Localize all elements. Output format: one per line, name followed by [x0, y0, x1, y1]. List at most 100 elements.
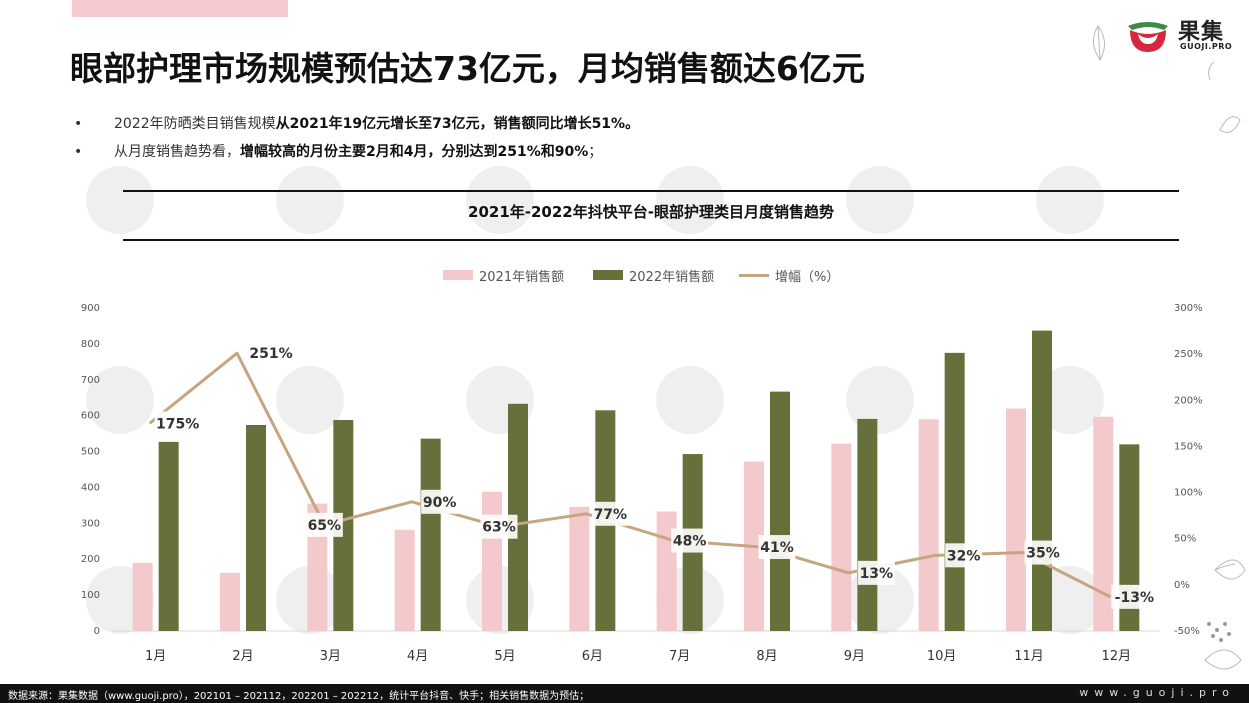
bar-2021: [220, 572, 240, 631]
growth-label-bg: [305, 512, 343, 537]
y-right-tick-label: 150%: [1174, 441, 1203, 452]
growth-label-bg: [421, 489, 459, 514]
y-right-tick-label: -50%: [1174, 626, 1200, 637]
y-left-tick-label: 100: [81, 590, 100, 601]
summary-bullets: • 2022年防晒类目销售规模从2021年19亿元增长至73亿元，销售额同比增长…: [70, 112, 1170, 168]
bar-2022: [420, 438, 441, 631]
growth-data-label: 65%: [308, 518, 342, 534]
x-tick-label: 3月: [320, 649, 341, 664]
growth-label-bg: [248, 341, 294, 366]
y-right-tick-label: 250%: [1174, 349, 1203, 360]
x-tick-label: 1月: [145, 649, 166, 664]
growth-label-bg: [758, 535, 796, 560]
growth-data-label: 251%: [249, 346, 292, 362]
growth-label-bg: [1111, 584, 1158, 609]
bullet-text-bold: 增幅较高的月份主要2月和4月，分别达到251%和90%: [240, 144, 589, 160]
chart-title: 2021年-2022年抖快平台-眼部护理类目月度销售趋势: [468, 203, 834, 221]
bar-2021: [132, 562, 153, 631]
bar-2022: [508, 403, 528, 631]
footer-source: 数据来源：果集数据（www.guoji.pro），202101 – 202112…: [8, 691, 590, 702]
bar-2022: [770, 391, 790, 631]
growth-data-label: 48%: [673, 534, 707, 550]
growth-label-bg: [1024, 540, 1062, 565]
x-tick-label: 9月: [844, 649, 865, 664]
growth-data-label: 77%: [594, 507, 628, 523]
footer-bar: 数据来源：果集数据（www.guoji.pro），202101 – 202112…: [0, 684, 1249, 703]
bar-2022: [246, 424, 266, 631]
growth-data-label: 13%: [860, 566, 894, 582]
bullet-text-bold: 从2021年19亿元增长至73亿元，销售额同比增长51%。: [275, 116, 640, 132]
x-tick-label: 7月: [669, 649, 690, 664]
growth-data-label: 35%: [1026, 546, 1060, 562]
bar-2021: [394, 529, 415, 631]
legend-label-2022: 2022年销售额: [629, 270, 715, 285]
bullet-text-tail: ；: [588, 144, 603, 160]
bar-2021: [1093, 416, 1114, 631]
y-left-tick-label: 700: [81, 375, 100, 386]
x-tick-label: 4月: [407, 649, 428, 664]
bar-2021: [918, 419, 939, 631]
x-tick-label: 5月: [494, 649, 515, 664]
bullet-text: 从月度销售趋势看，增幅较高的月份主要2月和4月，分别达到251%和90%；: [114, 140, 602, 164]
y-right-tick-label: 100%: [1174, 488, 1203, 499]
growth-data-label: 175%: [156, 416, 199, 432]
growth-data-label: 90%: [423, 495, 457, 511]
y-left-tick-label: 500: [81, 447, 100, 458]
bullet-text-normal: 2022年防晒类目销售规模: [114, 116, 276, 132]
growth-data-label: 32%: [947, 548, 981, 564]
guoji-logo: 果集 GUOJI.PRO: [1124, 12, 1234, 56]
x-tick-label: 8月: [756, 649, 777, 664]
bar-2021: [482, 491, 502, 631]
x-tick-label: 2月: [232, 649, 253, 664]
x-tick-label: 6月: [582, 649, 603, 664]
chart-title-rule-bottom: [123, 239, 1179, 241]
growth-label-bg: [154, 411, 201, 436]
x-tick-label: 10月: [927, 649, 957, 664]
y-left-tick-label: 0: [94, 626, 100, 637]
growth-data-label: -13%: [1115, 590, 1154, 606]
y-left-tick-label: 900: [81, 303, 100, 314]
bar-2022: [158, 441, 179, 631]
growth-label-bg: [857, 560, 895, 585]
growth-label-bg: [480, 514, 518, 539]
logo-text: 果集: [1178, 20, 1225, 45]
growth-label-bg: [591, 501, 629, 526]
bar-2021: [831, 443, 852, 631]
legend-swatch-2021: [443, 270, 473, 280]
bullet-dot: •: [74, 116, 83, 132]
y-right-tick-label: 0%: [1174, 580, 1190, 591]
y-right-tick-label: 300%: [1174, 303, 1203, 314]
bar-2022: [333, 419, 354, 631]
bullet-item: • 2022年防晒类目销售规模从2021年19亿元增长至73亿元，销售额同比增长…: [70, 112, 1170, 140]
bar-2021: [1006, 408, 1026, 631]
guoji-logo-icon: [1128, 22, 1168, 52]
legend-line-growth: [739, 274, 769, 277]
bullet-dot: •: [74, 144, 83, 160]
x-tick-label: 11月: [1014, 649, 1044, 664]
bullet-item: • 从月度销售趋势看，增幅较高的月份主要2月和4月，分别达到251%和90%；: [70, 140, 1170, 168]
y-left-tick-label: 400: [81, 482, 100, 493]
bullet-text-normal: 从月度销售趋势看，: [114, 144, 240, 160]
bar-2022: [944, 352, 965, 631]
bar-2021: [569, 506, 590, 631]
bar-2022: [1119, 444, 1140, 631]
top-accent-bar: [72, 0, 288, 17]
growth-label-bg: [671, 528, 709, 553]
y-left-tick-label: 800: [81, 339, 100, 350]
y-right-tick-label: 200%: [1174, 395, 1203, 406]
leaf-decoration-icon: [1093, 25, 1241, 133]
bar-2022: [1032, 330, 1052, 631]
flower-decoration-icon: [1204, 559, 1246, 670]
bar-2022: [857, 418, 878, 631]
y-right-tick-label: 50%: [1174, 534, 1196, 545]
footer-url: www.guoji.pro: [1079, 686, 1235, 699]
growth-data-label: 63%: [482, 520, 516, 536]
x-tick-label: 12月: [1102, 649, 1132, 664]
y-left-tick-label: 600: [81, 411, 100, 422]
chart-title-rule-top: [123, 190, 1179, 192]
y-left-tick-label: 200: [81, 554, 100, 565]
y-left-tick-label: 300: [81, 518, 100, 529]
growth-label-bg: [945, 543, 983, 568]
legend-label-growth: 增幅（%）: [775, 270, 840, 285]
